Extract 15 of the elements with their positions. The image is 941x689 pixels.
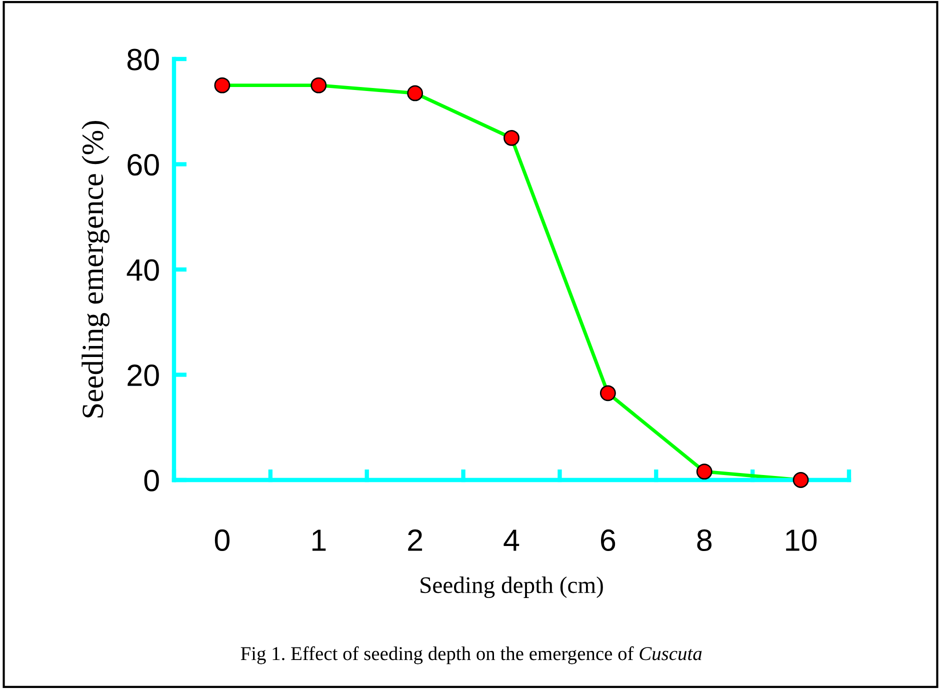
x-tick-label: 6: [600, 529, 616, 552]
x-axis-title: Seeding depth (cm): [420, 576, 603, 598]
y-tick-label: 0: [144, 470, 159, 492]
caption: Fig 1. Effect of seeding depth on the emergence of Cuscuta: [240, 646, 702, 664]
x-tick-label: 2: [408, 529, 422, 551]
y-tick-label: 60: [128, 154, 159, 176]
x-tick-label: 10: [786, 529, 817, 552]
x-tick-label: 4: [504, 530, 520, 551]
x-tick-label: 1: [312, 530, 326, 551]
y-tick-label: 40: [126, 259, 159, 281]
x-tick-label: 8: [697, 529, 712, 552]
y-axis-title: Seedling emergence (%): [82, 120, 110, 418]
y-tick-label: 80: [127, 48, 159, 70]
y-tick-label: 20: [128, 364, 159, 386]
x-tick-label: 0: [214, 529, 230, 552]
